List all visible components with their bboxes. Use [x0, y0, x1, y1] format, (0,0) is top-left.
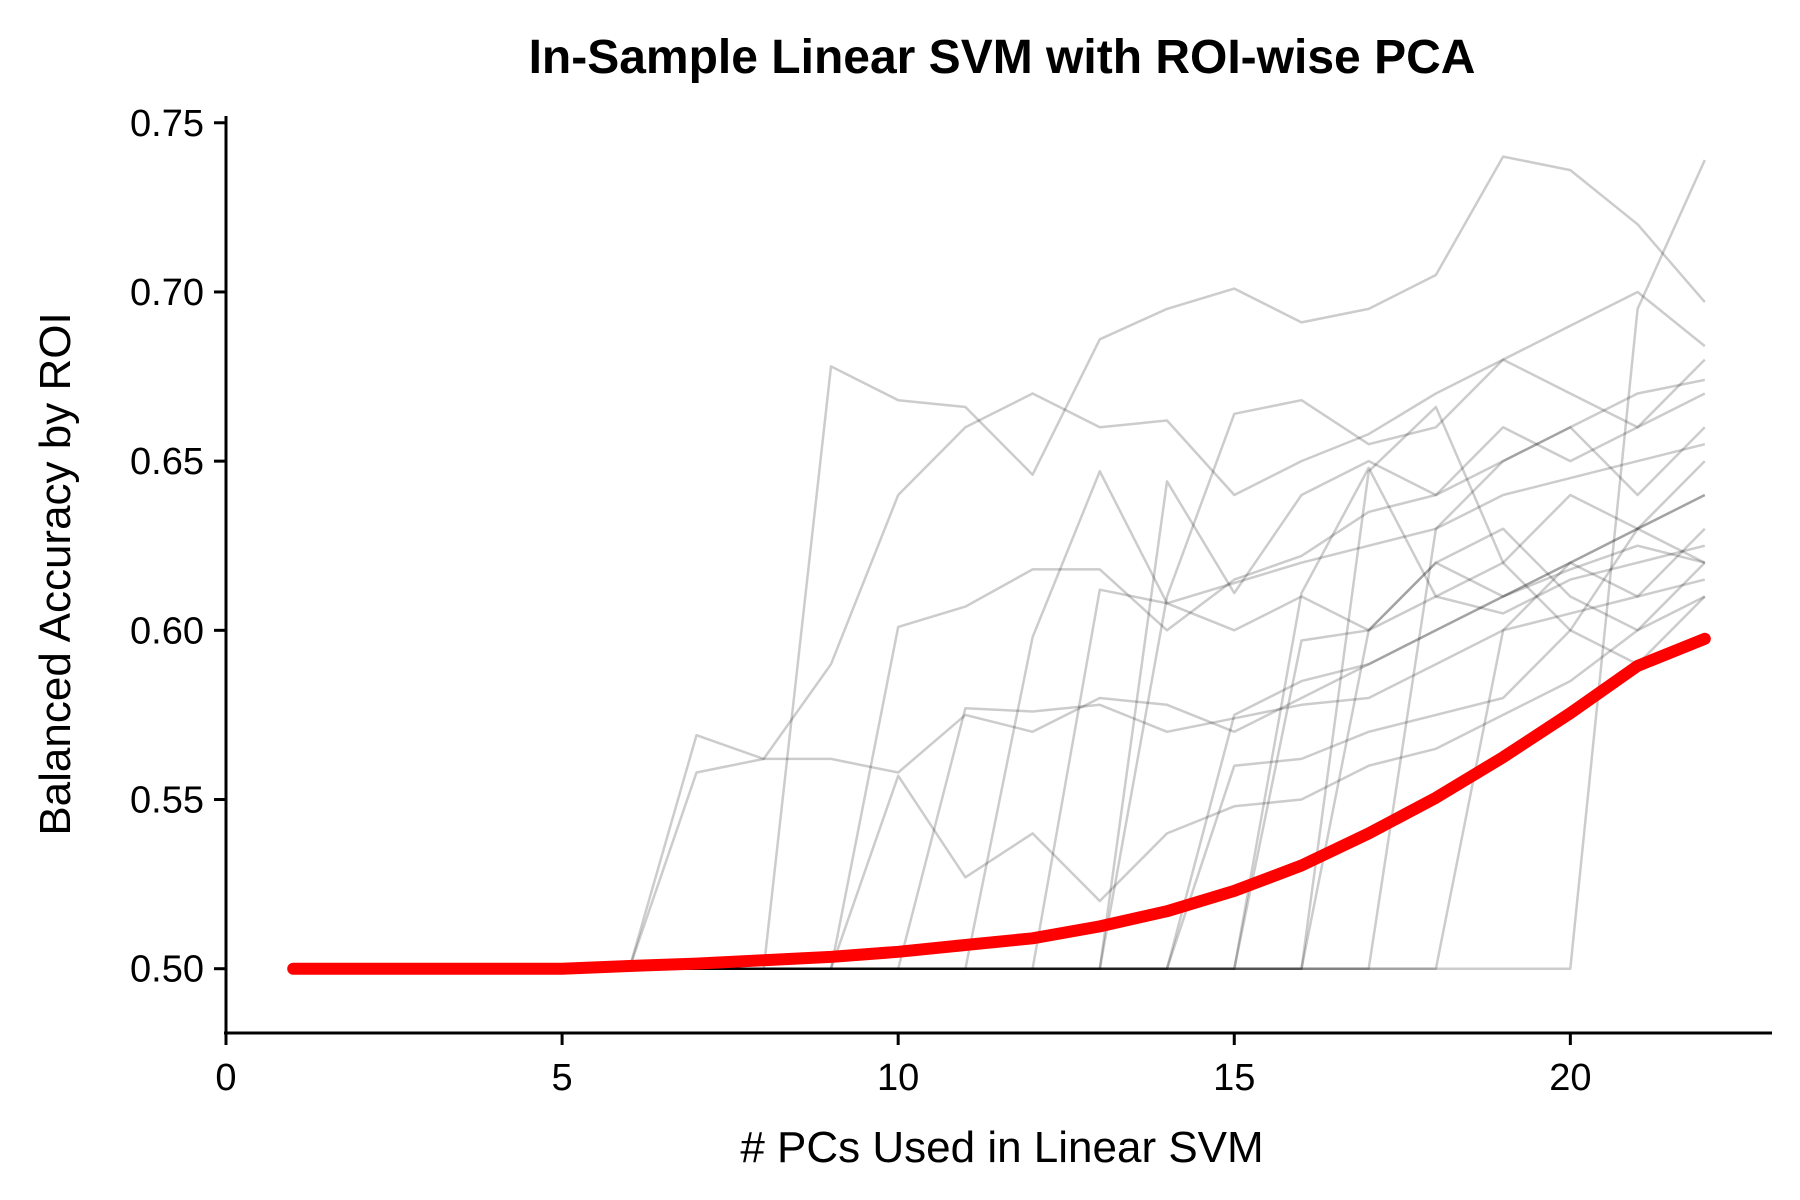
- y-tick-label: 0.50: [130, 949, 204, 991]
- roi-series-line-8: [293, 527, 1706, 970]
- y-tick-label: 0.60: [130, 610, 204, 652]
- roi-series-line-7: [293, 442, 1706, 970]
- roi-series-line-18: [293, 527, 1706, 970]
- roi-series-line-16: [293, 527, 1706, 970]
- roi-series-line-6: [293, 578, 1706, 970]
- roi-series-line-10: [293, 358, 1706, 970]
- trend-series-line: [287, 632, 1711, 975]
- roi-series-line-12: [293, 595, 1706, 970]
- x-axis-ticks: 0 5 10 15 20: [215, 1033, 1591, 1099]
- roi-series-line-19: [293, 159, 1706, 970]
- x-tick-label: 20: [1549, 1057, 1591, 1099]
- x-axis-label: # PCs Used in Linear SVM: [740, 1123, 1263, 1172]
- y-axis-ticks: 0.50 0.55 0.60 0.65 0.70 0.75: [130, 103, 226, 991]
- roi-series-line-5: [293, 595, 1706, 970]
- x-tick-label: 0: [215, 1057, 236, 1099]
- roi-series-line-15: [293, 405, 1706, 970]
- roi-series-line-17: [293, 426, 1706, 970]
- y-tick-label: 0.70: [130, 272, 204, 314]
- chart-title: In-Sample Linear SVM with ROI-wise PCA: [529, 31, 1476, 84]
- roi-series-line-1: [293, 290, 1706, 970]
- y-axis-label: Balanced Accuracy by ROI: [31, 312, 80, 835]
- y-tick-label: 0.75: [130, 103, 204, 145]
- x-tick-label: 10: [877, 1057, 919, 1099]
- roi-series-line-11: [293, 493, 1706, 970]
- roi-series-line-2: [293, 155, 1706, 970]
- x-tick-label: 15: [1213, 1057, 1255, 1099]
- roi-series-line-4: [293, 378, 1706, 970]
- x-tick-label: 5: [552, 1057, 573, 1099]
- plot-area: [287, 155, 1711, 975]
- y-tick-label: 0.55: [130, 780, 204, 822]
- y-tick-label: 0.65: [130, 441, 204, 483]
